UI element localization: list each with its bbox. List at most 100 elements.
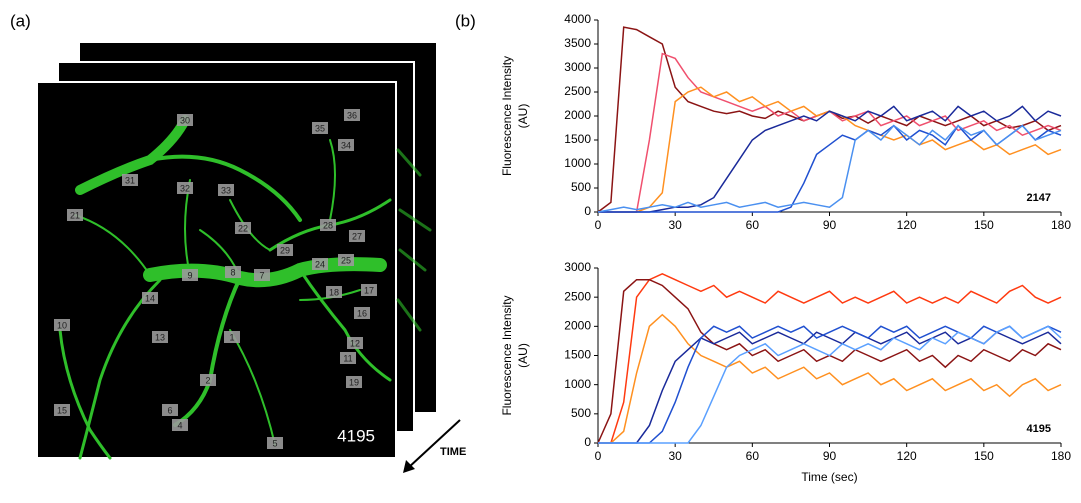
y-axis-label: Fluorescence Intensity (500, 56, 514, 176)
roi-label: 18 (329, 287, 339, 297)
roi-label: 5 (272, 438, 277, 448)
roi-label: 19 (349, 377, 359, 387)
roi-box (172, 419, 188, 431)
roi-label: 36 (347, 110, 357, 120)
roi-label: 31 (125, 175, 135, 185)
roi-label: 11 (343, 353, 352, 363)
x-tick-label: 0 (595, 449, 602, 463)
roi-label: 22 (238, 223, 248, 233)
roi-label: 17 (364, 285, 374, 295)
x-tick-label: 30 (668, 449, 682, 463)
roi-label: 21 (70, 210, 80, 220)
roi-box (349, 230, 365, 242)
x-tick-label: 120 (897, 449, 917, 463)
y-tick-label: 2000 (564, 319, 591, 333)
y-tick-label: 0 (584, 204, 591, 218)
y-tick-label: 3000 (564, 60, 591, 74)
roi-box (312, 258, 328, 270)
time-arrow (407, 419, 461, 469)
roi-label: 30 (180, 115, 190, 125)
y-axis-label: Fluorescence Intensity (500, 295, 514, 415)
y-axis-label: (AU) (516, 104, 530, 129)
frame-label: 4195 (337, 426, 375, 445)
series-line (598, 272, 1062, 444)
y-axis-label: (AU) (516, 343, 530, 368)
roi-box (122, 174, 138, 186)
roi-box (67, 209, 83, 221)
roi-box (152, 331, 168, 343)
roi-label: 35 (315, 123, 325, 133)
roi-box (320, 219, 336, 231)
roi-box (54, 404, 70, 416)
roi-label: 2 (205, 375, 210, 385)
roi-box (338, 254, 354, 266)
roi-label: 9 (187, 270, 192, 280)
x-tick-label: 180 (1051, 218, 1071, 232)
series-line (598, 325, 1062, 444)
y-tick-label: 3500 (564, 36, 591, 50)
roi-label: 13 (155, 332, 165, 342)
roi-box (142, 292, 158, 304)
roi-box (224, 331, 240, 343)
y-tick-label: 4000 (564, 12, 591, 26)
x-tick-label: 90 (823, 218, 837, 232)
x-tick-label: 30 (668, 218, 682, 232)
roi-label: 16 (357, 308, 367, 318)
annotation: 4195 (1027, 423, 1051, 435)
roi-label: 1 (229, 332, 234, 342)
x-tick-label: 150 (974, 449, 994, 463)
series-line (598, 325, 1062, 444)
roi-label: 4 (177, 420, 182, 430)
y-tick-label: 500 (571, 180, 591, 194)
roi-box (182, 269, 198, 281)
roi-box (347, 337, 363, 349)
y-tick-label: 2500 (564, 84, 591, 98)
roi-box (267, 437, 283, 449)
y-tick-label: 1500 (564, 348, 591, 362)
x-axis-label: Time (sec) (801, 470, 857, 484)
roi-label: 33 (221, 185, 231, 195)
roi-box (361, 284, 377, 296)
roi-box (346, 376, 362, 388)
roi-label: 34 (341, 140, 351, 150)
roi-box (340, 352, 356, 364)
y-tick-label: 1000 (564, 156, 591, 170)
y-tick-label: 500 (571, 406, 591, 420)
roi-box (344, 109, 360, 121)
panel-label: (b) (455, 11, 476, 30)
roi-box (338, 139, 354, 151)
roi-label: 10 (57, 320, 67, 330)
x-tick-label: 90 (823, 449, 837, 463)
x-tick-label: 120 (897, 218, 917, 232)
x-tick-label: 150 (974, 218, 994, 232)
roi-box (177, 114, 193, 126)
roi-label: 28 (323, 220, 333, 230)
roi-label: 7 (259, 270, 264, 280)
roi-label: 27 (352, 231, 362, 241)
roi-box (177, 182, 193, 194)
series-line (598, 52, 1062, 213)
y-tick-label: 2000 (564, 108, 591, 122)
arrow-head (403, 460, 415, 473)
roi-label: 12 (350, 338, 360, 348)
x-tick-label: 0 (595, 218, 602, 232)
roi-box (326, 286, 342, 298)
roi-box (225, 266, 241, 278)
y-tick-label: 0 (584, 435, 591, 449)
roi-label: 32 (180, 183, 190, 193)
roi-box (254, 269, 270, 281)
panel-label: (a) (10, 11, 31, 30)
series-line (598, 313, 1062, 444)
x-tick-label: 60 (746, 449, 760, 463)
roi-box (312, 122, 328, 134)
roi-box (354, 307, 370, 319)
x-tick-label: 180 (1051, 449, 1071, 463)
y-tick-label: 2500 (564, 289, 591, 303)
roi-box (162, 404, 178, 416)
y-tick-label: 3000 (564, 260, 591, 274)
roi-box (277, 244, 293, 256)
roi-label: 8 (230, 267, 235, 277)
roi-label: 25 (341, 255, 351, 265)
y-tick-label: 1000 (564, 377, 591, 391)
roi-label: 24 (315, 259, 325, 269)
